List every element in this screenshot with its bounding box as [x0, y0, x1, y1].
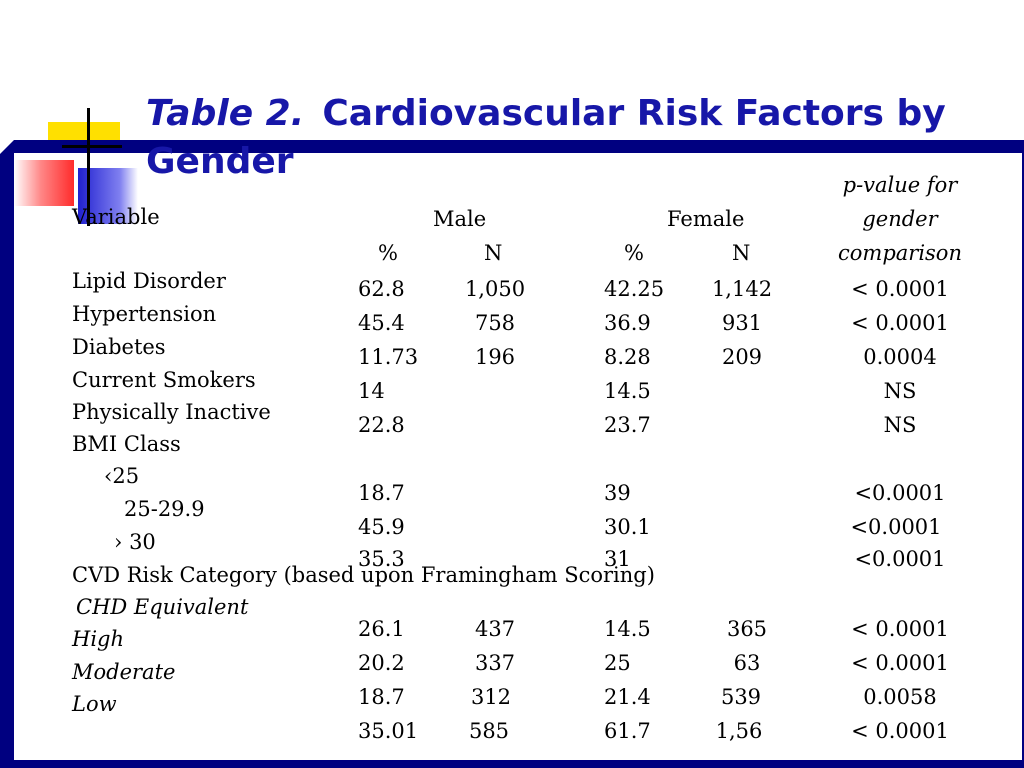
cvd-male-pct: 20.2: [358, 651, 405, 675]
cvd-label: CVD Risk Category (based upon Framingham…: [72, 563, 655, 587]
content-panel: [14, 153, 1022, 760]
cvd-row-label: High: [72, 627, 124, 651]
cell-pvalue: NS: [883, 379, 917, 403]
bmi-female-pct: 39: [604, 481, 631, 505]
cvd-male-n: 585: [468, 719, 510, 743]
cell-pvalue: 0.0004: [863, 345, 937, 369]
bmi-female-pct: 31: [604, 547, 631, 571]
cell-male-n: 758: [474, 311, 516, 335]
header-male-pct: %: [378, 241, 398, 265]
cvd-male-pct: 26.1: [358, 617, 405, 641]
bmi-male-pct: 45.9: [358, 515, 405, 539]
decor-red-square: [14, 160, 74, 206]
cvd-pvalue: < 0.0001: [851, 617, 949, 641]
cell-female-pct: 14.5: [604, 379, 651, 403]
bmi-row-label: › 30: [114, 530, 156, 554]
cell-female-n: 931: [721, 311, 763, 335]
header-pvalue-line-1: p-value for: [842, 173, 958, 197]
cell-pvalue: < 0.0001: [851, 311, 949, 335]
cvd-pvalue: < 0.0001: [851, 719, 949, 743]
cvd-row-label: CHD Equivalent: [76, 595, 249, 619]
cvd-female-pct: 25: [604, 651, 631, 675]
cvd-female-pct: 14.5: [604, 617, 651, 641]
cell-female-pct: 42.25: [604, 277, 665, 301]
cell-female-n: 1,142: [711, 277, 773, 301]
row-label: Lipid Disorder: [72, 269, 226, 293]
bmi-female-pct: 30.1: [604, 515, 651, 539]
cvd-female-pct: 21.4: [604, 685, 651, 709]
cvd-row-label: Moderate: [72, 660, 176, 684]
title-prefix: Table 2.: [146, 93, 305, 134]
cvd-male-n: 337: [474, 651, 516, 675]
bmi-pvalue: <0.0001: [850, 515, 942, 539]
bmi-pvalue: <0.0001: [854, 547, 946, 571]
cvd-female-n: 63: [733, 651, 761, 675]
bmi-row-label: ‹25: [104, 464, 140, 488]
cell-female-pct: 8.28: [604, 345, 651, 369]
row-label: Diabetes: [72, 335, 166, 359]
cell-female-pct: 23.7: [604, 413, 651, 437]
bmi-label: BMI Class: [72, 432, 181, 456]
cell-pvalue: NS: [883, 413, 917, 437]
cvd-female-n: 365: [726, 617, 768, 641]
cvd-row-label: Low: [72, 692, 117, 716]
header-female-n: N: [732, 241, 751, 265]
cell-male-pct: 14: [358, 379, 385, 403]
cell-female-pct: 36.9: [604, 311, 651, 335]
bmi-male-pct: 35.3: [358, 547, 405, 571]
cell-male-n: 196: [474, 345, 516, 369]
cvd-female-n: 539: [720, 685, 762, 709]
row-label: Physically Inactive: [72, 400, 271, 424]
cvd-male-pct: 35.01: [358, 719, 419, 743]
slide-title: Table 2. Cardiovascular Risk Factors by G…: [146, 90, 1006, 186]
cell-male-pct: 62.8: [358, 277, 405, 301]
header-pvalue-line-2: gender: [862, 207, 938, 231]
row-label: Current Smokers: [72, 368, 256, 392]
header-variable: Variable: [72, 205, 160, 229]
header-female-pct: %: [624, 241, 644, 265]
cell-male-n: 1,050: [464, 277, 526, 301]
header-pvalue-line-3: comparison: [838, 241, 962, 265]
bmi-row-label: 25-29.9: [124, 497, 205, 521]
cvd-pvalue: < 0.0001: [851, 651, 949, 675]
decor-horizontal-line: [62, 145, 122, 148]
header-male: Male: [433, 207, 487, 231]
cvd-female-pct: 61.7: [604, 719, 651, 743]
cell-pvalue: < 0.0001: [851, 277, 949, 301]
bmi-male-pct: 18.7: [358, 481, 405, 505]
cvd-male-n: 437: [474, 617, 516, 641]
cvd-male-n: 312: [470, 685, 512, 709]
row-label: Hypertension: [72, 302, 217, 326]
cvd-pvalue: 0.0058: [863, 685, 937, 709]
cell-male-pct: 45.4: [358, 311, 405, 335]
decor-vertical-line: [87, 108, 90, 226]
header-female: Female: [667, 207, 745, 231]
title-text: Cardiovascular Risk Factors by Gender: [146, 93, 946, 182]
bmi-pvalue: <0.0001: [854, 481, 946, 505]
cell-male-pct: 22.8: [358, 413, 405, 437]
cvd-female-n: 1,56: [715, 719, 763, 743]
cell-female-n: 209: [721, 345, 763, 369]
header-male-n: N: [484, 241, 503, 265]
cell-male-pct: 11.73: [358, 345, 419, 369]
cvd-male-pct: 18.7: [358, 685, 405, 709]
